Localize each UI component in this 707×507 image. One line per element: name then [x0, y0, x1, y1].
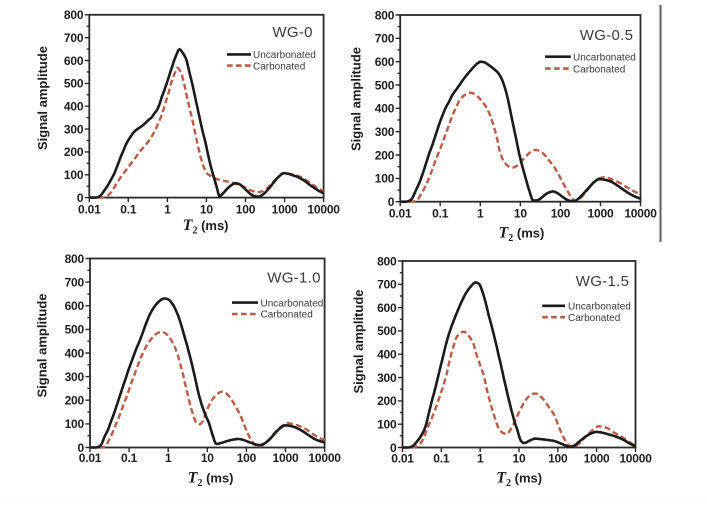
svg-text:0.1: 0.1 [121, 451, 138, 465]
svg-text:700: 700 [375, 32, 395, 46]
svg-text:1: 1 [165, 451, 172, 465]
svg-text:0: 0 [388, 195, 395, 209]
svg-text:1: 1 [164, 202, 171, 216]
svg-text:0.01: 0.01 [389, 207, 412, 221]
svg-text:0.1: 0.1 [433, 451, 450, 465]
svg-text:10000: 10000 [307, 202, 340, 216]
svg-text:1000: 1000 [272, 202, 298, 216]
svg-text:1000: 1000 [273, 451, 299, 465]
svg-text:100: 100 [237, 451, 257, 465]
svg-text:100: 100 [236, 202, 256, 216]
svg-text:0: 0 [78, 441, 85, 455]
svg-text:T2 (ms): T2 (ms) [183, 217, 229, 237]
svg-text:WG-0: WG-0 [272, 24, 312, 41]
svg-text:100: 100 [65, 417, 85, 431]
svg-text:200: 200 [375, 148, 395, 162]
svg-text:500: 500 [377, 324, 397, 338]
svg-text:0.01: 0.01 [391, 451, 414, 465]
svg-text:500: 500 [375, 78, 395, 92]
svg-text:Signal amplitude: Signal amplitude [35, 293, 50, 397]
svg-text:200: 200 [65, 394, 85, 408]
svg-text:WG-1.5: WG-1.5 [576, 273, 629, 290]
svg-text:Carbonated: Carbonated [261, 310, 313, 321]
svg-text:T2 (ms): T2 (ms) [496, 469, 542, 489]
svg-text:0.1: 0.1 [120, 202, 137, 216]
svg-text:100: 100 [551, 207, 571, 221]
svg-text:0.01: 0.01 [79, 451, 102, 465]
svg-text:0: 0 [77, 191, 84, 205]
svg-text:Uncarbonated: Uncarbonated [253, 50, 316, 61]
svg-text:300: 300 [65, 370, 85, 384]
svg-text:WG-1.0: WG-1.0 [267, 270, 320, 287]
svg-text:400: 400 [65, 346, 85, 360]
svg-text:300: 300 [377, 371, 397, 385]
svg-text:300: 300 [64, 122, 84, 136]
svg-text:10000: 10000 [624, 207, 657, 221]
svg-text:1000: 1000 [588, 207, 614, 221]
svg-text:500: 500 [64, 77, 84, 91]
svg-text:Carbonated: Carbonated [253, 61, 305, 72]
svg-text:700: 700 [64, 31, 84, 45]
svg-text:Uncarbonated: Uncarbonated [261, 298, 324, 309]
svg-text:400: 400 [375, 102, 395, 116]
svg-text:Carbonated: Carbonated [568, 313, 620, 324]
svg-text:Signal amplitude: Signal amplitude [348, 47, 363, 151]
svg-text:600: 600 [375, 55, 395, 69]
svg-text:700: 700 [65, 275, 85, 289]
svg-text:500: 500 [65, 323, 85, 337]
svg-text:400: 400 [64, 100, 84, 114]
svg-text:10000: 10000 [308, 451, 341, 465]
svg-text:10: 10 [200, 202, 213, 216]
svg-text:100: 100 [375, 172, 395, 186]
svg-text:Uncarbonated: Uncarbonated [573, 52, 636, 63]
svg-text:T2 (ms): T2 (ms) [188, 469, 234, 489]
svg-text:0.01: 0.01 [78, 202, 101, 216]
svg-text:1: 1 [477, 451, 484, 465]
svg-text:10000: 10000 [619, 451, 652, 465]
svg-text:600: 600 [64, 54, 84, 68]
svg-text:800: 800 [377, 254, 397, 268]
svg-text:1: 1 [477, 207, 484, 221]
svg-text:0.1: 0.1 [432, 207, 449, 221]
svg-text:10: 10 [514, 207, 527, 221]
svg-text:800: 800 [65, 252, 85, 266]
svg-text:200: 200 [64, 145, 84, 159]
svg-text:Uncarbonated: Uncarbonated [568, 302, 631, 313]
svg-text:100: 100 [377, 418, 397, 432]
svg-text:200: 200 [377, 394, 397, 408]
svg-text:700: 700 [377, 278, 397, 292]
svg-text:T2 (ms): T2 (ms) [498, 224, 544, 244]
svg-text:400: 400 [377, 348, 397, 362]
svg-text:100: 100 [548, 451, 568, 465]
svg-text:WG-0.5: WG-0.5 [580, 27, 633, 44]
svg-text:10: 10 [201, 451, 214, 465]
svg-text:800: 800 [375, 8, 395, 22]
svg-text:Carbonated: Carbonated [573, 64, 625, 75]
svg-text:10: 10 [513, 451, 526, 465]
svg-text:600: 600 [377, 301, 397, 315]
svg-text:Signal amplitude: Signal amplitude [35, 46, 50, 150]
svg-text:1000: 1000 [584, 451, 610, 465]
svg-text:100: 100 [64, 168, 84, 182]
svg-text:800: 800 [64, 8, 84, 22]
svg-text:0: 0 [390, 441, 397, 455]
svg-text:300: 300 [375, 125, 395, 139]
svg-text:600: 600 [65, 299, 85, 313]
svg-text:Signal amplitude: Signal amplitude [351, 289, 366, 393]
